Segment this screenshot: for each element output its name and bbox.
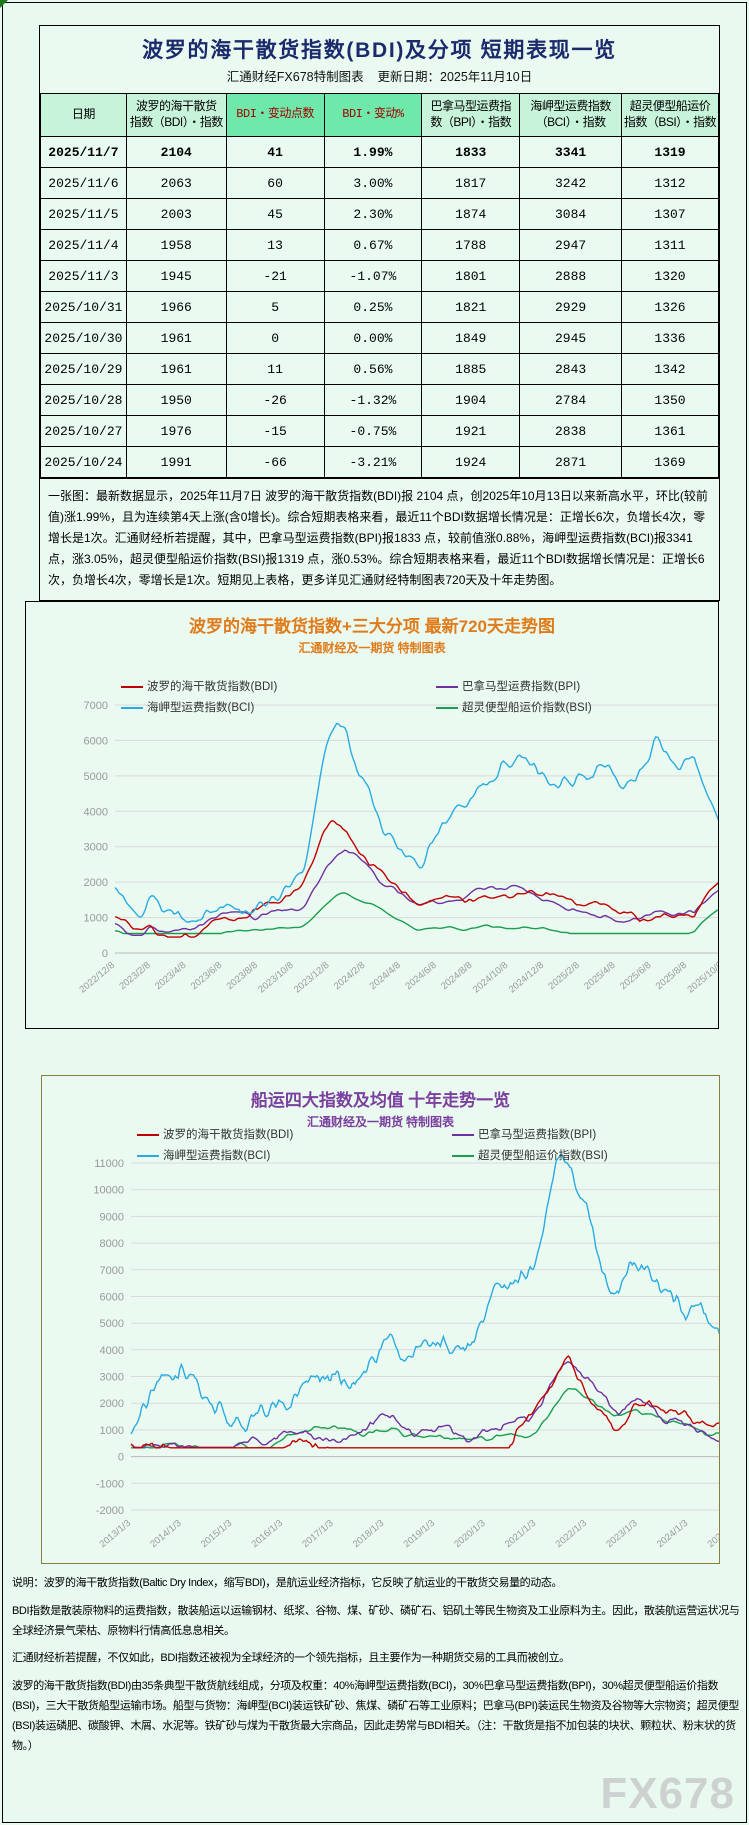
svg-text:2013/1/3: 2013/1/3 [98, 1518, 133, 1550]
svg-text:2023/8/8: 2023/8/8 [225, 960, 260, 992]
svg-text:2023/6/8: 2023/6/8 [189, 960, 224, 992]
svg-text:11000: 11000 [94, 1158, 124, 1170]
svg-text:2000: 2000 [100, 1398, 124, 1410]
svg-text:2017/1/3: 2017/1/3 [300, 1518, 335, 1550]
svg-text:2015/1/3: 2015/1/3 [199, 1518, 234, 1550]
svg-text:2014/1/3: 2014/1/3 [148, 1518, 183, 1550]
svg-text:9000: 9000 [100, 1211, 124, 1223]
svg-text:2023/2/8: 2023/2/8 [117, 960, 152, 992]
svg-text:0: 0 [102, 948, 108, 960]
svg-text:2023/1/3: 2023/1/3 [604, 1518, 639, 1550]
svg-text:2023/4/8: 2023/4/8 [153, 960, 188, 992]
svg-text:2021/1/3: 2021/1/3 [503, 1518, 538, 1550]
svg-text:2025/1/3: 2025/1/3 [706, 1518, 720, 1550]
svg-text:3000: 3000 [100, 1372, 124, 1384]
svg-text:2024/12/8: 2024/12/8 [507, 960, 546, 996]
svg-text:4000: 4000 [84, 806, 108, 818]
svg-text:2019/1/3: 2019/1/3 [402, 1518, 437, 1550]
svg-text:-1000: -1000 [96, 1478, 124, 1490]
svg-text:6000: 6000 [84, 735, 108, 747]
svg-text:3000: 3000 [84, 842, 108, 854]
svg-text:4000: 4000 [100, 1345, 124, 1357]
svg-text:2024/6/8: 2024/6/8 [403, 960, 438, 992]
svg-text:0: 0 [118, 1452, 124, 1464]
svg-text:2000: 2000 [84, 877, 108, 889]
svg-text:2025/10/8: 2025/10/8 [685, 960, 719, 996]
svg-text:2023/12/8: 2023/12/8 [292, 960, 331, 996]
svg-text:7000: 7000 [84, 700, 108, 712]
svg-text:2025/2/8: 2025/2/8 [546, 960, 581, 992]
svg-text:1000: 1000 [100, 1425, 124, 1437]
svg-text:8000: 8000 [100, 1238, 124, 1250]
svg-text:2025/4/8: 2025/4/8 [582, 960, 617, 992]
svg-text:2022/12/8: 2022/12/8 [77, 960, 116, 996]
svg-text:2018/1/3: 2018/1/3 [351, 1518, 386, 1550]
svg-text:10000: 10000 [93, 1185, 124, 1197]
svg-text:2023/10/8: 2023/10/8 [256, 960, 295, 996]
svg-text:2024/4/8: 2024/4/8 [368, 960, 403, 992]
svg-text:2020/1/3: 2020/1/3 [452, 1518, 487, 1550]
svg-text:5000: 5000 [100, 1318, 124, 1330]
svg-text:1000: 1000 [84, 913, 108, 925]
svg-text:2024/2/8: 2024/2/8 [332, 960, 367, 992]
svg-text:5000: 5000 [84, 771, 108, 783]
svg-text:-2000: -2000 [96, 1505, 124, 1517]
svg-text:2024/1/3: 2024/1/3 [655, 1518, 690, 1550]
svg-text:2024/8/8: 2024/8/8 [439, 960, 474, 992]
svg-text:2025/6/8: 2025/6/8 [618, 960, 653, 992]
svg-text:2022/1/3: 2022/1/3 [554, 1518, 589, 1550]
svg-text:2016/1/3: 2016/1/3 [250, 1518, 285, 1550]
svg-text:2025/8/8: 2025/8/8 [654, 960, 689, 992]
svg-text:7000: 7000 [100, 1265, 124, 1277]
svg-text:6000: 6000 [100, 1292, 124, 1304]
svg-text:2024/10/8: 2024/10/8 [471, 960, 510, 996]
